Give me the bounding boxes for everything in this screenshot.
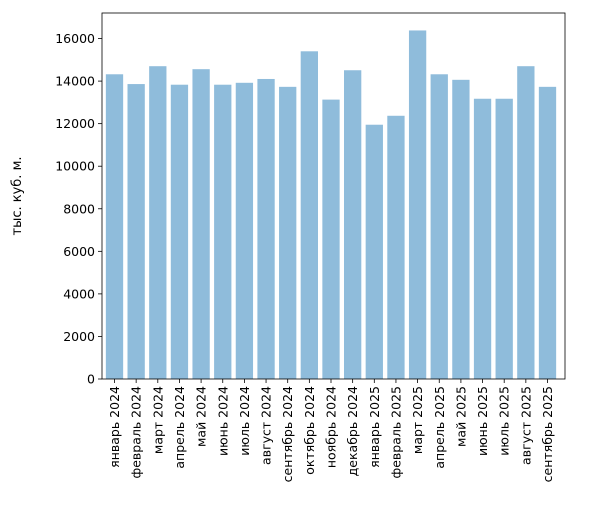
- bar-21: [538, 86, 557, 379]
- bar-8: [257, 78, 275, 379]
- x-tick-label: май 2024: [194, 386, 209, 447]
- bar-1: [105, 74, 124, 379]
- x-tick-label: апрель 2025: [432, 386, 447, 469]
- y-tick-label: 12000: [55, 116, 95, 131]
- y-tick-label: 10000: [55, 159, 95, 174]
- bar-18: [473, 98, 492, 379]
- x-tick-label: сентябрь 2025: [540, 386, 555, 482]
- y-tick-label: 8000: [63, 201, 95, 216]
- bar-11: [322, 99, 340, 380]
- x-tick-label: июль 2024: [237, 386, 252, 456]
- bar-17: [452, 79, 470, 379]
- bar-14: [387, 115, 405, 379]
- bar-3: [149, 66, 167, 379]
- y-axis-label: тыс. куб. м.: [10, 156, 25, 235]
- bar-10: [300, 51, 318, 380]
- bar-15: [408, 30, 427, 379]
- x-tick-label: август 2024: [259, 386, 274, 465]
- x-tick-label: декабрь 2024: [345, 386, 360, 476]
- x-tick-label: февраль 2024: [129, 386, 144, 479]
- bar-9: [279, 86, 297, 379]
- x-tick-label: июнь 2024: [215, 386, 230, 456]
- y-tick-label: 2000: [63, 329, 95, 344]
- bar-19: [495, 98, 513, 379]
- y-tick-label: 6000: [63, 244, 95, 259]
- x-axis: январь 2024 февраль 2024 март 2024 апрель 2…: [107, 379, 555, 482]
- x-tick-label: май 2025: [453, 386, 468, 447]
- x-tick-label: август 2025: [518, 386, 533, 465]
- y-axis: 0 2000 4000 6000 8000 10000 12000 14000 16000: [55, 31, 102, 387]
- plot-frame: [101, 12, 566, 380]
- bar-7: [235, 82, 254, 380]
- bar-2: [127, 84, 145, 379]
- bar-6: [214, 84, 232, 380]
- x-tick-label: февраль 2025: [388, 386, 403, 478]
- x-tick-label: март 2025: [410, 386, 425, 454]
- y-tick-label: 0: [87, 372, 95, 387]
- bar-16: [430, 74, 448, 379]
- x-tick-label: октябрь 2024: [302, 386, 317, 475]
- bar-4: [170, 84, 189, 380]
- x-tick-label: ноябрь 2024: [324, 386, 339, 468]
- x-tick-label: июль 2025: [497, 386, 512, 456]
- x-tick-label: январь 2024: [107, 386, 122, 468]
- x-tick-label: сентябрь 2024: [280, 386, 295, 482]
- x-tick-label: июнь 2025: [475, 386, 490, 456]
- x-tick-label: апрель 2024: [172, 386, 187, 469]
- x-tick-label: март 2024: [150, 386, 165, 454]
- y-tick-label: 4000: [63, 286, 95, 301]
- y-tick-label: 14000: [55, 74, 95, 89]
- y-tick-label: 16000: [55, 31, 95, 46]
- bar-13: [365, 124, 383, 379]
- bar-20: [517, 66, 535, 379]
- x-tick-label: январь 2025: [367, 386, 382, 468]
- bar-5: [192, 69, 210, 380]
- bar-12: [344, 70, 362, 380]
- bars-group: [105, 30, 557, 380]
